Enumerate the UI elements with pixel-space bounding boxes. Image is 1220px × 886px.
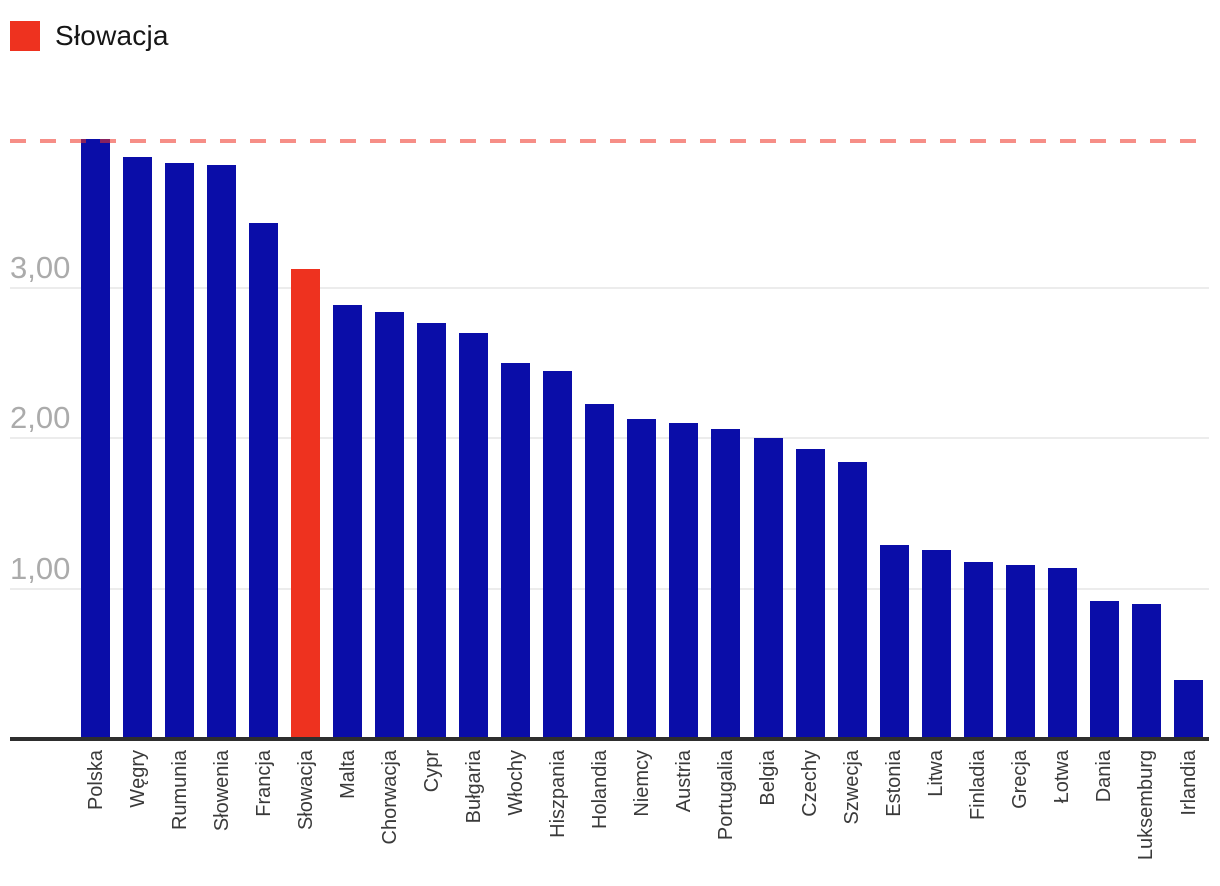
x-label-grecja: Grecja — [1009, 750, 1032, 809]
bar-francja — [249, 223, 279, 739]
bar-grecja — [1005, 565, 1035, 739]
bar-bulgaria — [459, 333, 489, 739]
x-label-bulgaria: Bułgaria — [462, 750, 485, 824]
y-tick-label: 2,00 — [10, 400, 71, 436]
legend-swatch — [10, 21, 40, 51]
x-label-finladia: Finladia — [967, 750, 990, 821]
bar-wegry — [123, 157, 153, 739]
bar-wlochy — [501, 363, 531, 739]
bar-slowenia — [207, 165, 237, 739]
bars-row — [81, 125, 1203, 739]
bar-czechy — [795, 449, 825, 739]
bar-finladia — [963, 562, 993, 739]
y-tick-label: 3,00 — [10, 250, 71, 286]
x-label-rumunia: Rumunia — [168, 750, 191, 831]
bar-luksemburg — [1131, 604, 1161, 739]
x-label-litwa: Litwa — [925, 750, 948, 797]
bar-niemcy — [627, 419, 657, 739]
gridline — [10, 287, 1209, 290]
bar-slowacja — [291, 269, 321, 739]
bar-austria — [669, 423, 699, 739]
reference-line — [10, 139, 1209, 143]
bar-rumunia — [165, 163, 195, 739]
x-label-wlochy: Włochy — [504, 750, 527, 816]
x-label-hiszpania: Hiszpania — [546, 750, 569, 838]
bar-malta — [333, 305, 363, 739]
bar-belgia — [753, 438, 783, 739]
legend-label: Słowacja — [55, 20, 169, 51]
x-label-francja: Francja — [252, 750, 275, 817]
x-label-dania: Dania — [1093, 750, 1116, 803]
bar-polska — [81, 139, 110, 739]
legend: Słowacja — [10, 20, 169, 52]
x-label-malta: Malta — [336, 750, 359, 799]
x-label-chorwacja: Chorwacja — [378, 750, 401, 845]
x-axis-line — [10, 737, 1209, 741]
bar-cypr — [417, 323, 447, 739]
bar-chorwacja — [375, 312, 405, 739]
x-label-lotwa: Łotwa — [1051, 750, 1074, 804]
x-label-holandia: Holandia — [588, 750, 611, 829]
bar-portugalia — [711, 429, 741, 739]
x-label-cypr: Cypr — [420, 750, 443, 793]
x-label-polska: Polska — [84, 750, 107, 811]
x-label-szwecja: Szwecja — [841, 750, 864, 825]
x-label-belgia: Belgia — [757, 750, 780, 806]
bar-hiszpania — [543, 371, 573, 739]
x-label-portugalia: Portugalia — [715, 750, 738, 841]
x-label-niemcy: Niemcy — [631, 750, 653, 817]
bar-szwecja — [837, 462, 867, 739]
x-label-wegry: Węgry — [126, 750, 149, 808]
x-label-irlandia: Irlandia — [1177, 750, 1200, 816]
x-label-slowenia: Słowenia — [210, 750, 233, 832]
bar-irlandia — [1173, 680, 1203, 739]
bar-litwa — [921, 550, 951, 739]
x-label-luksemburg: Luksemburg — [1135, 750, 1158, 861]
bar-holandia — [585, 404, 615, 739]
x-label-czechy: Czechy — [799, 750, 822, 817]
x-label-slowacja: Słowacja — [294, 750, 317, 831]
bar-estonia — [879, 545, 909, 739]
bar-lotwa — [1047, 568, 1077, 739]
y-tick-label: 1,00 — [10, 550, 71, 586]
bar-dania — [1089, 601, 1119, 739]
x-label-estonia: Estonia — [883, 750, 906, 817]
x-label-austria: Austria — [673, 750, 696, 813]
